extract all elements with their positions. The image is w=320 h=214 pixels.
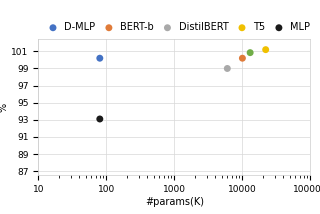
D-MLP: [97, 56, 102, 60]
Legend: D-MLP, BERT-b, DistilBERT, T5, MLP, RoBERTa: D-MLP, BERT-b, DistilBERT, T5, MLP, RoBE…: [43, 22, 320, 32]
X-axis label: #params(K): #params(K): [145, 197, 204, 207]
DistilBERT: [225, 67, 230, 70]
MLP: [97, 117, 102, 121]
T5: [263, 48, 268, 51]
RoBERTa: [248, 51, 253, 54]
BERT-b: [240, 56, 245, 60]
Y-axis label: %: %: [0, 103, 9, 111]
